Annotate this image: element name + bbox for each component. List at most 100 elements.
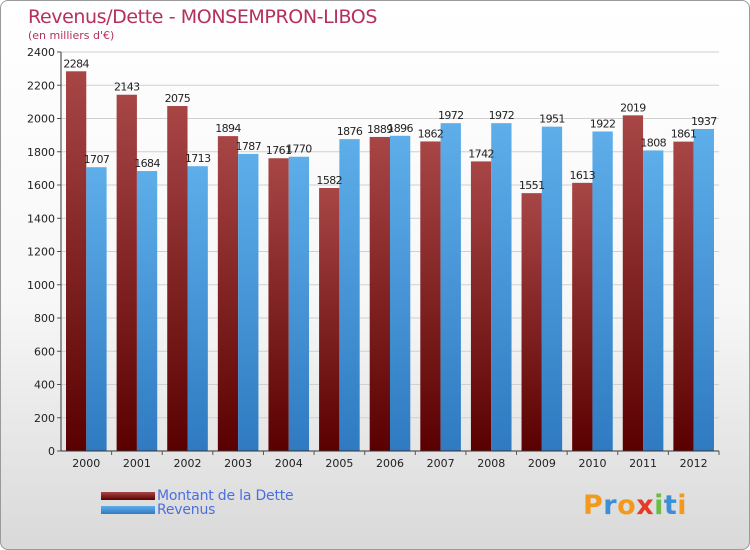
bar-dette <box>116 94 137 451</box>
y-tick-label: 1600 <box>27 179 55 192</box>
x-tick-label: 2006 <box>376 457 404 470</box>
y-tick-label: 600 <box>34 345 55 358</box>
bar-dette <box>66 71 87 451</box>
proxiti-logo: Proxiti <box>583 490 687 521</box>
y-tick-label: 2000 <box>27 113 55 126</box>
legend-item-dette: Montant de la Dette <box>101 488 294 504</box>
x-tick-label: 2002 <box>174 457 202 470</box>
legend-label-dette: Montant de la Dette <box>157 488 294 504</box>
y-tick-label: 800 <box>34 312 55 325</box>
logo-letter: x <box>636 490 655 521</box>
bar-dette <box>470 161 492 451</box>
y-tick-label: 400 <box>34 379 55 392</box>
y-tick-label: 1400 <box>27 212 55 225</box>
bar-revenus <box>238 153 259 451</box>
data-label-revenus: 1713 <box>185 152 211 165</box>
y-tick-label: 1200 <box>27 246 55 259</box>
data-label-revenus: 1972 <box>438 109 464 122</box>
bar-dette <box>167 106 188 451</box>
y-tick-label: 1000 <box>27 279 55 292</box>
data-label-dette: 1894 <box>215 122 241 135</box>
data-label-revenus: 1922 <box>590 117 616 130</box>
data-label-revenus: 1972 <box>489 109 515 122</box>
x-tick-label: 2005 <box>325 457 353 470</box>
bar-dette <box>420 141 441 451</box>
data-label-revenus: 1896 <box>387 122 413 135</box>
x-tick-label: 2003 <box>224 457 252 470</box>
bar-revenus <box>187 166 208 451</box>
bar-revenus <box>440 123 461 451</box>
data-label-dette: 2143 <box>114 81 140 94</box>
logo-letter: r <box>603 490 618 521</box>
logo-letter: t <box>663 490 678 521</box>
data-label-dette: 1742 <box>468 147 494 160</box>
data-label-dette: 2284 <box>63 57 89 70</box>
chart-subtitle: (en milliers d'€) <box>28 29 115 42</box>
data-label-dette: 1613 <box>569 169 595 182</box>
bar-revenus <box>389 135 411 452</box>
legend-swatch-dette <box>101 492 155 500</box>
data-label-revenus: 1937 <box>691 115 717 128</box>
y-tick-label: 2200 <box>27 79 55 92</box>
data-label-dette: 1889 <box>367 123 393 136</box>
data-label-dette: 1862 <box>418 127 444 140</box>
legend-swatch-revenus <box>101 506 155 514</box>
bar-dette <box>673 141 694 451</box>
data-label-revenus: 1787 <box>235 140 261 153</box>
x-tick-label: 2008 <box>477 457 505 470</box>
x-tick-label: 2000 <box>72 457 100 470</box>
axes <box>60 52 719 452</box>
y-tick-label: 2400 <box>27 46 55 59</box>
bar-dette <box>622 115 644 451</box>
bar-dette <box>217 136 239 451</box>
data-label-revenus: 1684 <box>134 157 160 170</box>
bar-revenus <box>136 171 158 451</box>
bar-dette <box>521 193 542 452</box>
bar-revenus <box>693 128 714 451</box>
logo-letter: P <box>583 490 604 521</box>
legend-item-revenus: Revenus <box>101 502 215 518</box>
bar-revenus <box>541 126 563 452</box>
data-label-revenus: 1707 <box>84 153 110 166</box>
logo-letter: i <box>654 490 664 521</box>
data-label-revenus: 1876 <box>337 125 363 138</box>
bar-revenus <box>592 131 613 451</box>
x-tick-label: 2010 <box>578 457 606 470</box>
data-label-dette: 1861 <box>671 128 697 141</box>
y-axis-ticks: 0 200 400 600 800 1000 1200 1400 1600 1800 2000 220… <box>27 46 61 458</box>
y-tick-label: 0 <box>48 445 55 458</box>
data-labels: 2284 1707 2143 1684 2075 1713 1894 1787 17611770… <box>63 57 717 192</box>
data-label-dette: 2075 <box>165 92 191 105</box>
x-axis-ticks: 2000 2001 2002 2003 2004 2005 2006 2007 2008 2009… <box>72 451 720 470</box>
bar-revenus <box>288 156 310 452</box>
x-tick-label: 2011 <box>629 457 657 470</box>
y-tick-label: 200 <box>34 412 55 425</box>
bar-dette <box>369 136 390 452</box>
x-tick-label: 2007 <box>427 457 455 470</box>
y-tick-label: 1800 <box>27 146 55 159</box>
x-tick-label: 2004 <box>275 457 303 470</box>
chart-title: Revenus/Dette - MONSEMPRON-LIBOS <box>28 6 378 28</box>
data-label-dette: 2019 <box>620 101 646 114</box>
data-label-dette: 1551 <box>519 179 545 192</box>
bar-revenus <box>86 167 107 451</box>
logo-letter: o <box>617 490 637 521</box>
bar-dette <box>572 182 593 451</box>
bar-dette <box>319 187 340 451</box>
x-tick-label: 2001 <box>123 457 151 470</box>
data-label-dette: 1582 <box>316 174 342 187</box>
bars <box>66 71 714 452</box>
bar-revenus <box>643 150 664 452</box>
data-label-revenus: 1808 <box>640 136 666 149</box>
logo-letter: i <box>677 490 688 521</box>
data-label-revenus: 1951 <box>539 113 565 126</box>
bar-revenus <box>491 123 512 451</box>
x-tick-label: 2009 <box>528 457 556 470</box>
data-label-dette: 1761 <box>266 144 292 157</box>
legend-label-revenus: Revenus <box>157 502 216 518</box>
data-label-revenus: 1770 <box>286 143 312 156</box>
bar-revenus <box>339 139 360 452</box>
bar-dette <box>268 158 289 451</box>
